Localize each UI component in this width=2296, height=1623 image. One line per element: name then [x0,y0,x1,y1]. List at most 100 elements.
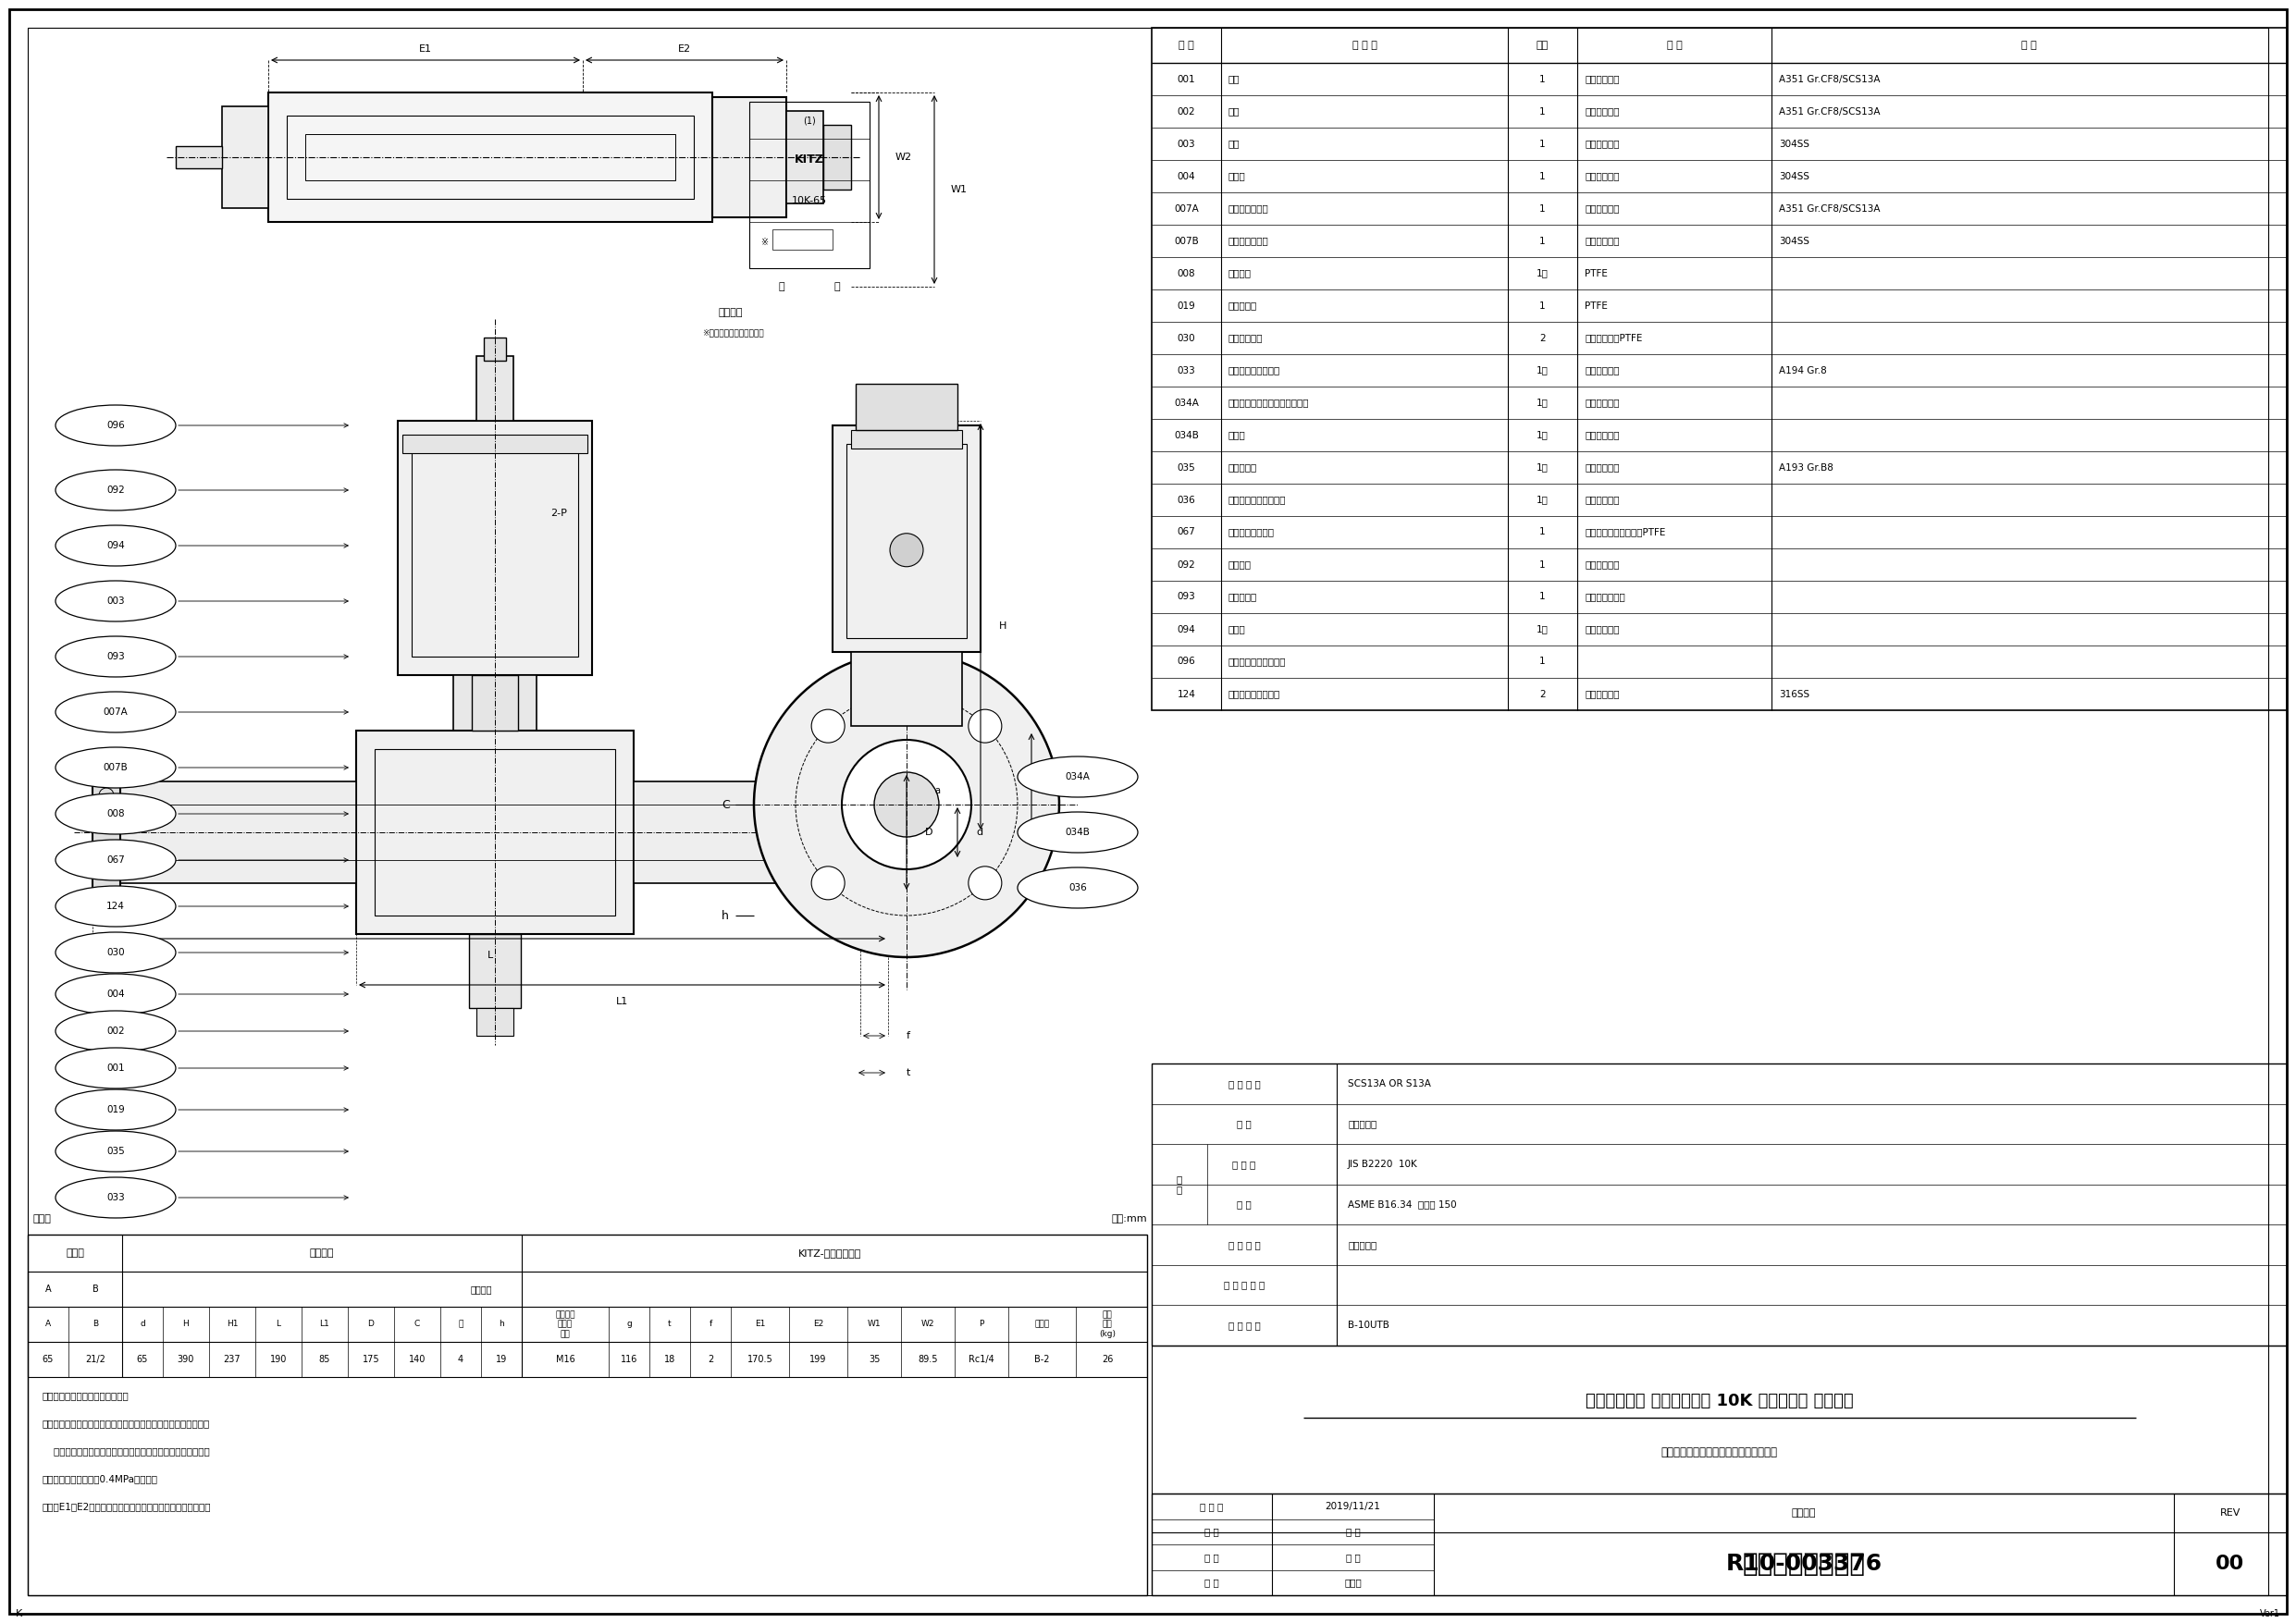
Text: 本 体 表 示: 本 体 表 示 [1228,1079,1261,1089]
Bar [356,730,634,933]
Bar [28,1235,1148,1595]
Bar [269,93,712,222]
Text: ステンレス鉰: ステンレス鉰 [1584,75,1619,84]
Text: 35: 35 [868,1355,879,1363]
Text: パッキン: パッキン [1228,269,1251,278]
Bar [119,781,356,883]
Bar [177,146,223,169]
Text: 093: 093 [106,652,124,661]
Text: 008: 008 [1178,269,1196,278]
Bar [1153,1493,2287,1595]
Text: 175: 175 [363,1355,379,1363]
Text: D: D [367,1319,374,1329]
Bar [1153,28,2287,711]
Text: 124: 124 [106,902,124,911]
Text: キッツ標準: キッツ標準 [1348,1120,1378,1128]
Text: 85: 85 [319,1355,331,1363]
Text: 浅 野: 浅 野 [1345,1553,1359,1561]
Text: 190: 190 [271,1355,287,1363]
Ellipse shape [55,886,177,927]
Text: A194 Gr.8: A194 Gr.8 [1779,365,1828,375]
Ellipse shape [1017,756,1139,797]
Text: 部 品 名: 部 品 名 [1352,41,1378,50]
Ellipse shape [55,932,177,972]
Text: 1: 1 [1541,204,1545,213]
Text: 1組: 1組 [1536,625,1548,635]
Text: 199: 199 [810,1355,827,1363]
Text: B-2: B-2 [1035,1355,1049,1363]
Text: JIS B2220  10K: JIS B2220 10K [1348,1159,1419,1169]
Text: 035: 035 [1178,463,1196,472]
Text: 036: 036 [1178,495,1196,505]
Text: ※: ※ [760,237,767,247]
Bar [475,355,514,420]
Text: L1: L1 [319,1319,331,1329]
Ellipse shape [55,747,177,787]
Text: 1: 1 [1541,560,1545,570]
Text: 裏: 裏 [833,282,840,291]
Text: a: a [934,786,939,795]
Text: H: H [999,622,1008,631]
Bar [484,338,505,360]
Text: ふたボルト: ふたボルト [1228,463,1258,472]
Text: 1組: 1組 [1536,430,1548,440]
Bar [833,425,980,652]
Text: ふたボルト用ナット: ふたボルト用ナット [1228,365,1281,375]
Text: ステンレス鉰: ステンレス鉰 [1584,560,1619,570]
Text: C: C [721,799,730,810]
Text: 製 品 コ ー ド: 製 品 コ ー ド [1224,1281,1265,1290]
Text: 1: 1 [1541,75,1545,84]
Bar [223,107,269,208]
Text: （２）寸法表の値に影響しない形状変化，およびバルブ配管時に: （２）寸法表の値に影響しない形状変化，およびバルブ配管時に [41,1419,209,1428]
Text: 2: 2 [707,1355,714,1363]
Ellipse shape [55,1011,177,1052]
Text: REV: REV [2220,1508,2241,1518]
Text: ASME B16.34  クラス 150: ASME B16.34 クラス 150 [1348,1199,1456,1209]
Text: 004: 004 [1178,172,1196,180]
Ellipse shape [1017,812,1139,852]
Circle shape [891,534,923,566]
Text: ステンレス鉰: ステンレス鉰 [1584,204,1619,213]
Text: 利根川: 利根川 [1343,1578,1362,1587]
Text: パッキン押さえボルト: パッキン押さえボルト [1228,495,1286,505]
Text: 2-P: 2-P [551,508,567,518]
Text: 1: 1 [1541,140,1545,148]
Text: 034B: 034B [1173,430,1199,440]
Text: ナット: ナット [1228,430,1247,440]
Text: H1: H1 [1049,777,1063,786]
Text: 019: 019 [106,1105,124,1115]
Text: 237: 237 [223,1355,241,1363]
Text: 003: 003 [106,597,124,605]
Text: Ver1: Ver1 [2259,1608,2280,1618]
Text: ブラケット: ブラケット [1228,592,1258,602]
Text: 001: 001 [1178,75,1196,84]
Circle shape [810,867,845,899]
Text: 092: 092 [1178,560,1196,570]
Text: 規
格: 規 格 [1176,1175,1182,1195]
Text: 094: 094 [1178,625,1196,635]
Text: キッツ標準: キッツ標準 [1348,1240,1378,1250]
Text: ステンレス鉰: ステンレス鉰 [1584,140,1619,148]
Text: B: B [92,1319,99,1329]
Text: 004: 004 [106,990,124,998]
Bar [1153,1063,2287,1345]
Text: 304SS: 304SS [1779,140,1809,148]
Text: M16: M16 [556,1355,574,1363]
Text: 1: 1 [1541,657,1545,667]
Text: ステンレス鉰: ステンレス鉰 [1584,495,1619,505]
Text: 1: 1 [1541,300,1545,310]
Text: ステンレス鉰: ステンレス鉰 [1584,172,1619,180]
Text: 本体表示: 本体表示 [719,308,744,316]
Text: 304SS: 304SS [1779,172,1809,180]
Text: t: t [668,1319,670,1329]
Text: 1組: 1組 [1536,398,1548,407]
Text: 00: 00 [2216,1555,2245,1573]
Text: 067: 067 [1178,527,1196,537]
Bar [305,135,675,180]
Text: 019: 019 [1178,300,1196,310]
Bar [861,773,889,893]
Text: コネクタ: コネクタ [1228,560,1251,570]
Bar [468,933,521,1008]
Text: E1: E1 [420,44,432,54]
Text: ※材料表示（表題欄参照）: ※材料表示（表題欄参照） [703,329,765,338]
